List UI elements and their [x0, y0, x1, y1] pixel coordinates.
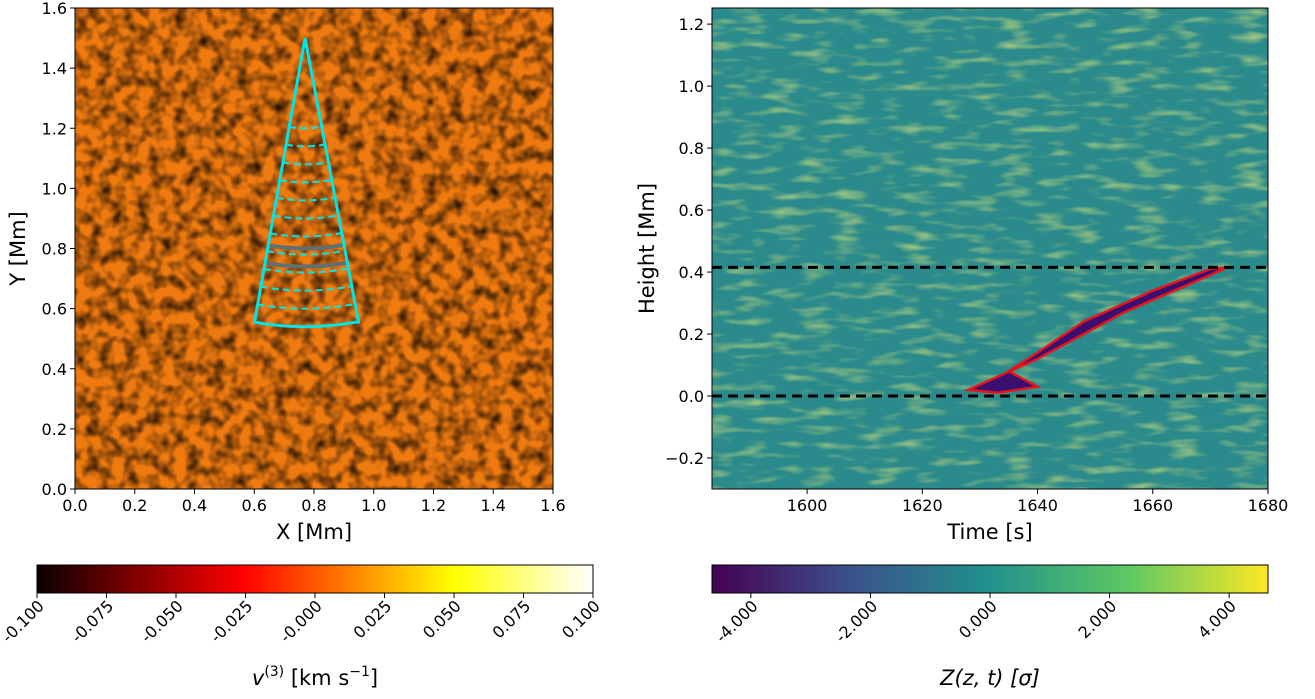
- colorbar-tick-label: 4.000: [1194, 596, 1240, 642]
- dashed-arc: [270, 232, 342, 238]
- y-tick-label: 1.0: [679, 77, 704, 96]
- y-tick-label: 1.2: [42, 119, 67, 138]
- y-tick-label: 1.0: [42, 179, 67, 198]
- x-tick-label: 0.2: [122, 496, 147, 515]
- y-tick-label: 0.0: [42, 480, 67, 499]
- colorbar-tick-label: -0.000: [276, 596, 326, 646]
- colorbar-tick-label: -0.050: [137, 596, 187, 646]
- label-part: [km s: [284, 666, 349, 690]
- x-tick-label: 1600: [787, 496, 828, 515]
- x-axis-label: X [Mm]: [276, 520, 352, 544]
- gray-arc: [267, 242, 345, 251]
- colorbar-tick-label: 0.025: [349, 596, 395, 642]
- dashed-arc: [289, 125, 322, 130]
- colorbar-tick-label: 0.100: [558, 596, 604, 642]
- label-part: ]: [370, 666, 378, 690]
- colorbar: [36, 564, 594, 594]
- y-tick-label: 1.2: [679, 15, 704, 34]
- dashed-arc: [282, 161, 329, 166]
- y-tick-label: 1.4: [42, 59, 67, 78]
- colorbar-tick-label: 0.050: [419, 596, 465, 642]
- x-tick-label: 1680: [1248, 496, 1289, 515]
- heatmap-texture: [712, 8, 1268, 489]
- y-tick-label: 0.4: [679, 263, 704, 282]
- x-tick-label: 0.0: [62, 496, 87, 515]
- x-tick-label: 1.2: [421, 496, 446, 515]
- colorbar-tick-label: 0.075: [488, 596, 534, 642]
- dashed-arc: [266, 249, 346, 256]
- label-superscript: (3): [264, 664, 284, 680]
- y-tick-label: 0.2: [42, 420, 67, 439]
- colorbar-label: v(3) [km s−1]: [252, 664, 378, 690]
- x-tick-label: 1.6: [540, 496, 565, 515]
- y-tick-label: 0.2: [679, 325, 704, 344]
- dashed-arc: [285, 143, 326, 148]
- dashed-arc: [263, 267, 349, 274]
- y-tick-label: 0.0: [679, 387, 704, 406]
- plot-area: [712, 8, 1268, 489]
- colorbar-tick-label: -2.000: [831, 596, 881, 646]
- dashed-arc: [279, 178, 332, 184]
- gray-arc: [264, 260, 348, 269]
- x-tick-label: 1.4: [481, 496, 506, 515]
- colorbar-tick-label: 2.000: [1075, 596, 1121, 642]
- colorbar: [711, 564, 1269, 594]
- x-axis-label: Time [s]: [946, 520, 1032, 544]
- y-tick-label: 0.6: [679, 201, 704, 220]
- x-tick-label: 1640: [1017, 496, 1058, 515]
- x-tick-label: 1.0: [361, 496, 386, 515]
- colorbar-tick-label: -4.000: [712, 596, 762, 646]
- label-part: Z(z, t) [σ]: [939, 666, 1040, 690]
- outer-arc: [254, 320, 359, 329]
- x-tick-label: 0.4: [182, 496, 207, 515]
- y-axis-label: Height [Mm]: [635, 183, 659, 314]
- y-tick-label: −0.2: [665, 449, 704, 468]
- colorbar-tick-label: -0.025: [206, 596, 256, 646]
- colorbar-label: Z(z, t) [σ]: [939, 666, 1040, 690]
- x-tick-label: 1660: [1132, 496, 1173, 515]
- y-tick-label: 1.6: [42, 0, 67, 18]
- wedge-side: [252, 37, 361, 324]
- colorbar-tick-label: -0.100: [0, 596, 48, 646]
- dashed-arc: [260, 285, 352, 292]
- dashed-arc: [257, 302, 356, 310]
- x-tick-label: 0.6: [242, 496, 267, 515]
- label-superscript: −1: [349, 664, 370, 680]
- y-axis-label: Y [Mm]: [6, 211, 30, 286]
- colorbar-tick-label: 0.000: [955, 596, 1001, 642]
- x-tick-label: 1620: [902, 496, 943, 515]
- dashed-arc: [276, 196, 336, 202]
- plot-area: [75, 8, 553, 489]
- x-tick-label: 0.8: [301, 496, 326, 515]
- y-tick-label: 0.8: [679, 139, 704, 158]
- axes-frame: [711, 7, 1269, 490]
- y-tick-label: 0.4: [42, 360, 67, 379]
- contour: [963, 266, 1229, 395]
- y-tick-label: 0.6: [42, 300, 67, 319]
- y-tick-label: 0.8: [42, 240, 67, 259]
- colorbar-tick-label: -0.075: [67, 596, 117, 646]
- label-part: v: [252, 666, 265, 690]
